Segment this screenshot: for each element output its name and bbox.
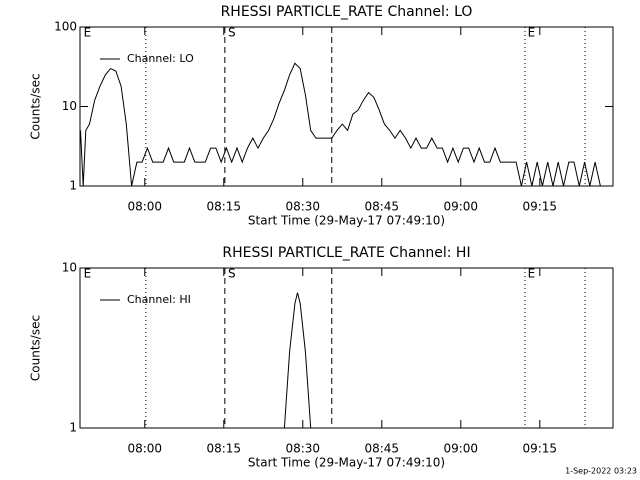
x-tick-label: 08:00 — [127, 200, 162, 214]
marker-label: E — [528, 26, 536, 40]
marker-label: S — [228, 26, 236, 40]
chart-title: RHESSI PARTICLE_RATE Channel: LO — [221, 4, 473, 20]
y-tick-label: 100 — [54, 20, 77, 34]
x-tick-label: 09:00 — [443, 200, 478, 214]
x-tick-label: 08:30 — [285, 200, 320, 214]
marker-label: E — [84, 267, 92, 281]
marker-label: S — [228, 267, 236, 281]
legend-label: Channel: LO — [127, 52, 194, 65]
data-line — [80, 62, 601, 187]
data-line — [283, 292, 312, 429]
y-tick-label: 1 — [69, 421, 77, 435]
y-tick-label: 1 — [69, 179, 77, 193]
y-tick-label: 10 — [62, 99, 77, 113]
legend-label: Channel: HI — [127, 293, 191, 306]
x-tick-label: 08:00 — [127, 442, 162, 456]
y-axis-label: Counts/sec — [29, 73, 43, 139]
marker-label: E — [528, 267, 536, 281]
y-tick-label: 10 — [62, 261, 77, 275]
x-axis-label: Start Time (29-May-17 07:49:10) — [248, 456, 445, 470]
marker-label: E — [84, 26, 92, 40]
x-tick-label: 08:15 — [206, 200, 241, 214]
y-axis-label: Counts/sec — [29, 315, 43, 381]
x-tick-label: 08:45 — [364, 200, 399, 214]
footer: 1-Sep-2022 03:23 — [565, 467, 637, 476]
plot-frame — [79, 267, 614, 429]
x-tick-label: 09:00 — [443, 442, 478, 456]
x-tick-label: 08:15 — [206, 442, 241, 456]
x-tick-label: 09:15 — [522, 442, 557, 456]
x-axis-label: Start Time (29-May-17 07:49:10) — [248, 214, 445, 228]
x-tick-label: 08:30 — [285, 442, 320, 456]
x-tick-label: 08:45 — [364, 442, 399, 456]
x-tick-label: 09:15 — [522, 200, 557, 214]
chart-title: RHESSI PARTICLE_RATE Channel: HI — [222, 245, 470, 261]
